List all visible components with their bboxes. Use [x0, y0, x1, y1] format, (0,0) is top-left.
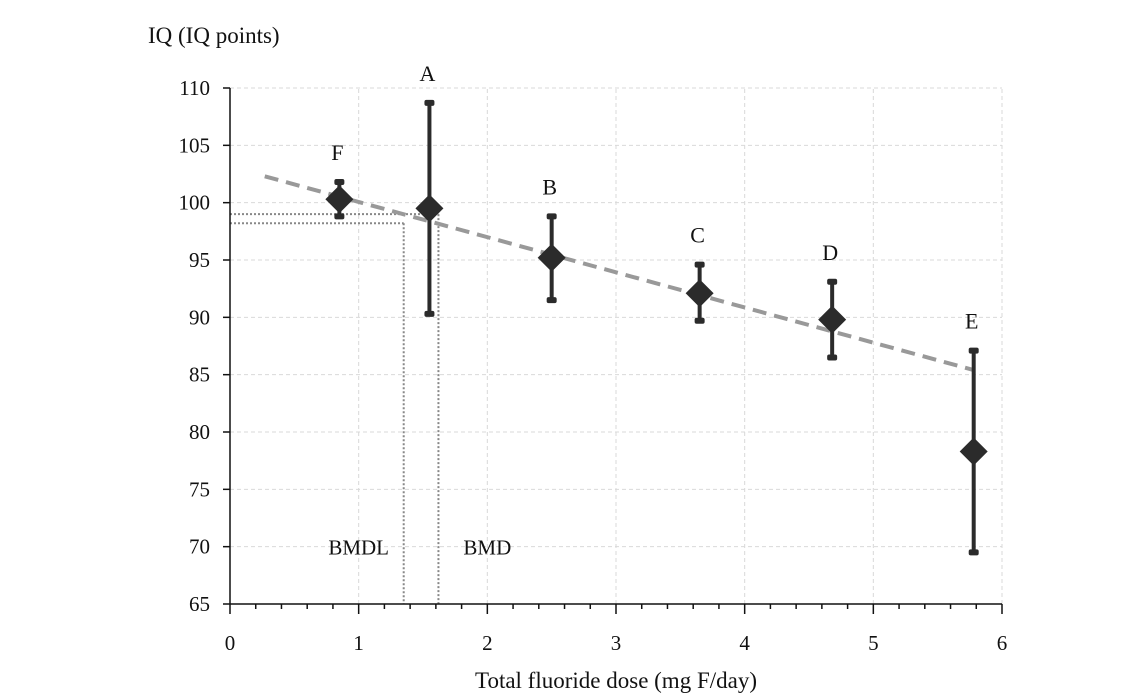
x-tick-label: 3 — [611, 631, 622, 655]
error-cap-high-e — [968, 347, 979, 354]
x-tick-label: 0 — [225, 631, 236, 655]
y-axis-title: IQ (IQ points) — [148, 23, 280, 48]
y-tick-label: 110 — [179, 76, 210, 100]
error-cap-low-b — [546, 297, 557, 304]
data-point-e — [959, 437, 988, 466]
error-cap-high-c — [694, 261, 705, 268]
trend-line-layer — [264, 174, 975, 373]
data-point-a — [415, 194, 444, 223]
trend-line — [264, 174, 975, 373]
point-label-e: E — [965, 309, 978, 334]
error-cap-high-d — [827, 278, 838, 285]
data-point-d — [818, 305, 847, 334]
y-tick-label: 80 — [189, 420, 210, 444]
point-label-c: C — [690, 223, 705, 248]
data-point-b — [537, 243, 566, 272]
y-tick-label: 75 — [189, 477, 210, 501]
points-layer — [325, 99, 988, 556]
x-axis-title: Total fluoride dose (mg F/day) — [475, 668, 757, 693]
point-label-b: B — [542, 174, 557, 199]
error-cap-high-f — [334, 179, 345, 186]
point-label-a: A — [419, 61, 435, 86]
point-label-f: F — [331, 140, 343, 165]
error-cap-low-c — [694, 317, 705, 324]
annotation-bmd: BMD — [463, 536, 511, 560]
y-tick-label: 100 — [179, 191, 211, 215]
x-tick-label: 6 — [997, 631, 1008, 655]
x-tick-label: 1 — [353, 631, 364, 655]
error-cap-low-f — [334, 213, 345, 220]
error-cap-low-e — [968, 549, 979, 556]
point-label-d: D — [822, 240, 838, 265]
x-tick-label: 4 — [739, 631, 750, 655]
label-layer: F A B C D E BMDL BMD — [328, 61, 978, 560]
y-tick-label: 90 — [189, 305, 210, 329]
annotation-bmdl: BMDL — [328, 536, 389, 560]
y-tick-label: 95 — [189, 248, 210, 272]
y-tick-label: 70 — [189, 535, 210, 559]
data-point-f — [325, 185, 354, 214]
error-cap-high-b — [546, 213, 557, 220]
x-tick-label: 5 — [868, 631, 879, 655]
error-cap-low-a — [424, 310, 435, 317]
y-tick-label: 65 — [189, 592, 210, 616]
x-tick-label: 2 — [482, 631, 493, 655]
data-point-c — [685, 279, 714, 308]
y-tick-label: 105 — [179, 133, 211, 157]
axis-layer: 65 70 75 80 85 90 95 100 105 110 0 1 2 3 4 5 6 — [179, 76, 1008, 655]
error-cap-low-d — [827, 354, 838, 361]
error-cap-high-a — [424, 99, 435, 106]
y-tick-label: 85 — [189, 363, 210, 387]
